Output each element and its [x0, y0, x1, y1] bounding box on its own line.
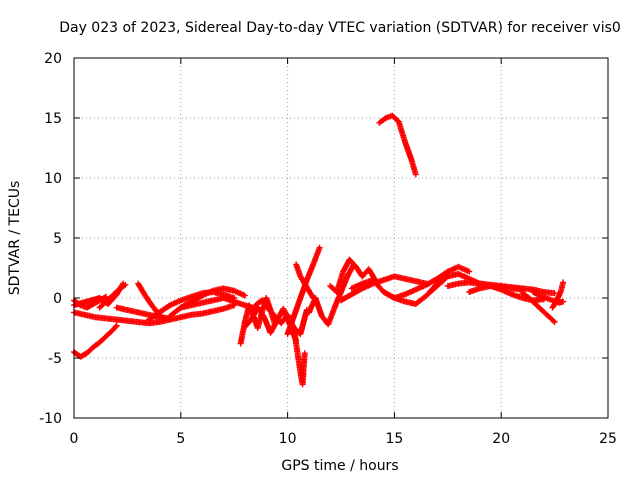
x-tick-label: 20 — [492, 431, 510, 447]
grid — [74, 58, 608, 418]
y-tick-label: 20 — [44, 51, 62, 67]
series-track-18 — [327, 256, 379, 295]
tick-labels: 0 5 10 15 20 25 -10 -5 0 5 10 15 20 — [39, 51, 617, 447]
series-track-1 — [71, 322, 120, 360]
chart-title: Day 023 of 2023, Sidereal Day-to-day VTE… — [59, 20, 621, 36]
data-point-markers — [293, 261, 317, 301]
data-point-markers — [327, 256, 379, 295]
data-point-markers — [291, 325, 308, 388]
series-track-27 — [549, 279, 567, 311]
y-tick-label: 15 — [44, 111, 62, 127]
data-point-markers — [549, 279, 567, 311]
x-tick-label: 5 — [176, 431, 185, 447]
series-track-14 — [291, 325, 308, 388]
data-point-markers — [96, 281, 129, 311]
x-tick-label: 10 — [279, 431, 297, 447]
y-axis-title: SDTVAR / TECUs — [7, 181, 23, 296]
axis-ticks — [73, 57, 609, 419]
y-tick-label: 10 — [44, 171, 62, 187]
x-tick-label: 15 — [385, 431, 403, 447]
series-track-25 — [519, 290, 558, 325]
data-point-markers — [306, 261, 357, 328]
y-tick-label: 0 — [53, 291, 62, 307]
y-tick-label: 5 — [53, 231, 62, 247]
series-track-28 — [376, 112, 419, 178]
x-axis-title: GPS time / hours — [281, 458, 398, 474]
y-tick-label: -10 — [39, 411, 62, 427]
y-tick-label: -5 — [48, 351, 62, 367]
data-point-markers — [519, 290, 558, 325]
data-point-markers — [376, 112, 419, 178]
x-tick-label: 0 — [70, 431, 79, 447]
series-track-16 — [293, 261, 317, 301]
data-markers — [71, 112, 567, 388]
data-point-markers — [71, 322, 120, 360]
x-tick-label: 25 — [599, 431, 617, 447]
series-track-17 — [306, 261, 357, 328]
series-track-5 — [96, 281, 129, 311]
